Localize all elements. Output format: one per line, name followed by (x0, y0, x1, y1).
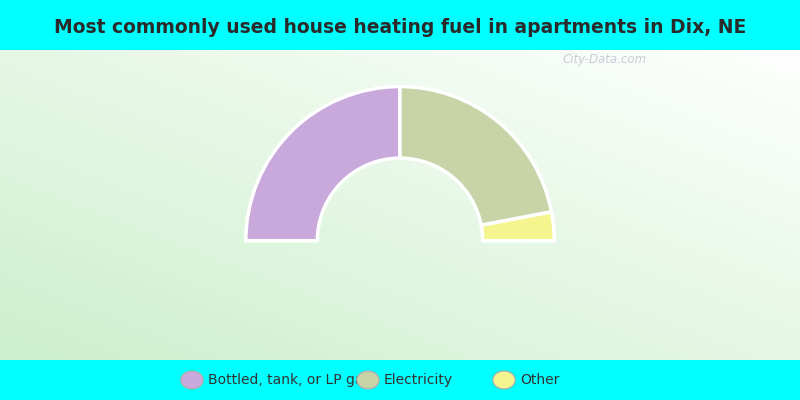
Ellipse shape (493, 371, 515, 389)
Text: Other: Other (520, 373, 559, 387)
Wedge shape (400, 86, 551, 225)
Text: Electricity: Electricity (384, 373, 453, 387)
Ellipse shape (357, 371, 379, 389)
Ellipse shape (181, 371, 203, 389)
Text: Most commonly used house heating fuel in apartments in Dix, NE: Most commonly used house heating fuel in… (54, 18, 746, 37)
Text: Bottled, tank, or LP gas: Bottled, tank, or LP gas (208, 373, 370, 387)
Wedge shape (482, 212, 554, 241)
Text: City-Data.com: City-Data.com (562, 53, 646, 66)
Wedge shape (246, 86, 400, 241)
